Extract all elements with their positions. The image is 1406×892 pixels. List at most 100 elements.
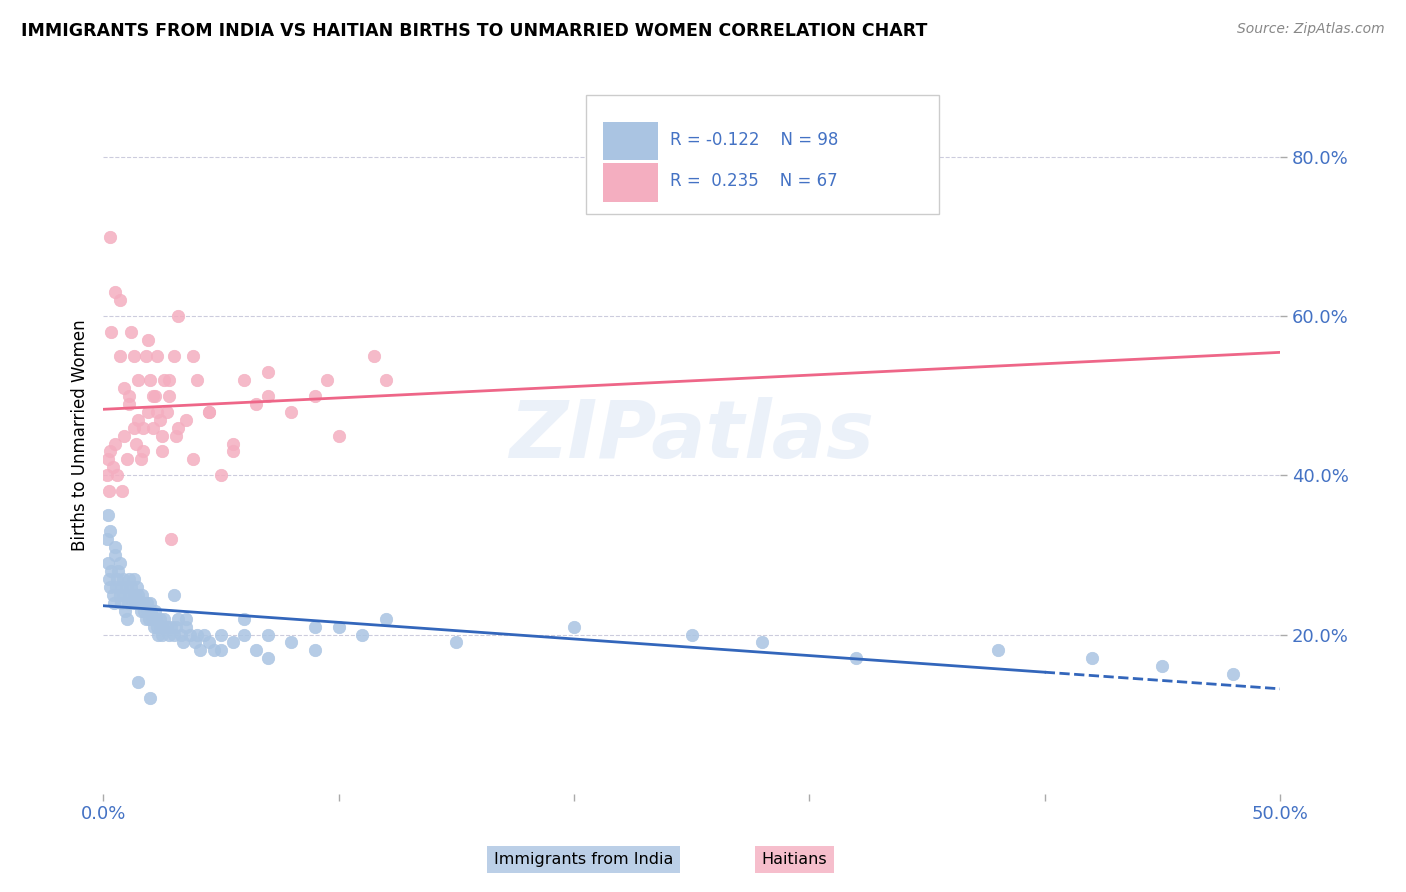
Point [160, 532, 183, 546]
Point [209, 627, 232, 641]
Point [142, 619, 165, 633]
Point [163, 588, 186, 602]
Point [135, 596, 157, 610]
Point [103, 596, 125, 610]
Point [153, 611, 176, 625]
Point [142, 389, 165, 403]
Point [139, 373, 162, 387]
Point [280, 405, 302, 419]
Point [179, 627, 201, 641]
Point [145, 611, 167, 625]
Point [128, 596, 150, 610]
Point [198, 405, 221, 419]
Point [105, 572, 128, 586]
Point [97, 508, 120, 523]
Point [181, 349, 204, 363]
Point [150, 619, 173, 633]
Point [198, 635, 221, 649]
Point [100, 564, 122, 578]
Point [108, 349, 131, 363]
Point [98, 444, 121, 458]
Point [280, 635, 302, 649]
Point [114, 604, 136, 618]
Point [202, 643, 225, 657]
Point [257, 389, 280, 403]
Point [118, 397, 141, 411]
Point [163, 349, 186, 363]
Point [122, 420, 145, 434]
Point [98, 524, 121, 538]
Point [108, 293, 131, 308]
Point [233, 627, 256, 641]
Point [132, 596, 155, 610]
Point [112, 572, 135, 586]
Point [138, 611, 160, 625]
Point [150, 627, 173, 641]
Point [245, 397, 267, 411]
Point [315, 373, 337, 387]
Point [104, 285, 127, 300]
Point [188, 643, 211, 657]
Point [132, 444, 155, 458]
Point [167, 309, 190, 323]
Point [120, 588, 142, 602]
Point [163, 627, 186, 641]
Point [444, 635, 467, 649]
Point [112, 381, 135, 395]
Point [127, 373, 149, 387]
Point [134, 604, 156, 618]
Point [845, 651, 868, 665]
Point [98, 484, 121, 499]
Point [105, 468, 128, 483]
Point [129, 452, 152, 467]
Point [160, 619, 183, 633]
Point [108, 556, 131, 570]
Point [110, 596, 132, 610]
Point [304, 643, 326, 657]
Point [221, 635, 243, 649]
Point [165, 619, 187, 633]
Point [146, 405, 169, 419]
Point [153, 373, 176, 387]
Point [98, 572, 121, 586]
Point [97, 556, 120, 570]
Point [149, 611, 172, 625]
Point [257, 365, 280, 379]
Point [136, 405, 159, 419]
Point [122, 349, 145, 363]
Point [131, 588, 153, 602]
Point [987, 643, 1010, 657]
Point [127, 412, 149, 426]
Point [174, 611, 197, 625]
Point [245, 643, 267, 657]
Point [125, 436, 148, 450]
Point [111, 580, 134, 594]
Point [100, 325, 122, 339]
Point [149, 412, 172, 426]
Point [198, 405, 221, 419]
Point [134, 349, 156, 363]
Point [149, 619, 172, 633]
Point [374, 373, 396, 387]
Point [751, 635, 773, 649]
Point [98, 229, 121, 244]
Point [233, 611, 256, 625]
Point [304, 389, 326, 403]
Point [150, 428, 173, 442]
FancyBboxPatch shape [603, 122, 658, 161]
Point [97, 452, 120, 467]
Point [104, 436, 127, 450]
Point [121, 596, 143, 610]
Point [681, 627, 703, 641]
Point [136, 333, 159, 347]
Point [105, 580, 128, 594]
Point [115, 452, 138, 467]
Point [139, 596, 162, 610]
Text: Haitians: Haitians [762, 852, 827, 867]
Point [134, 611, 156, 625]
Point [1222, 667, 1244, 681]
Point [118, 572, 141, 586]
Point [118, 389, 141, 403]
Point [101, 460, 124, 475]
Point [127, 675, 149, 690]
